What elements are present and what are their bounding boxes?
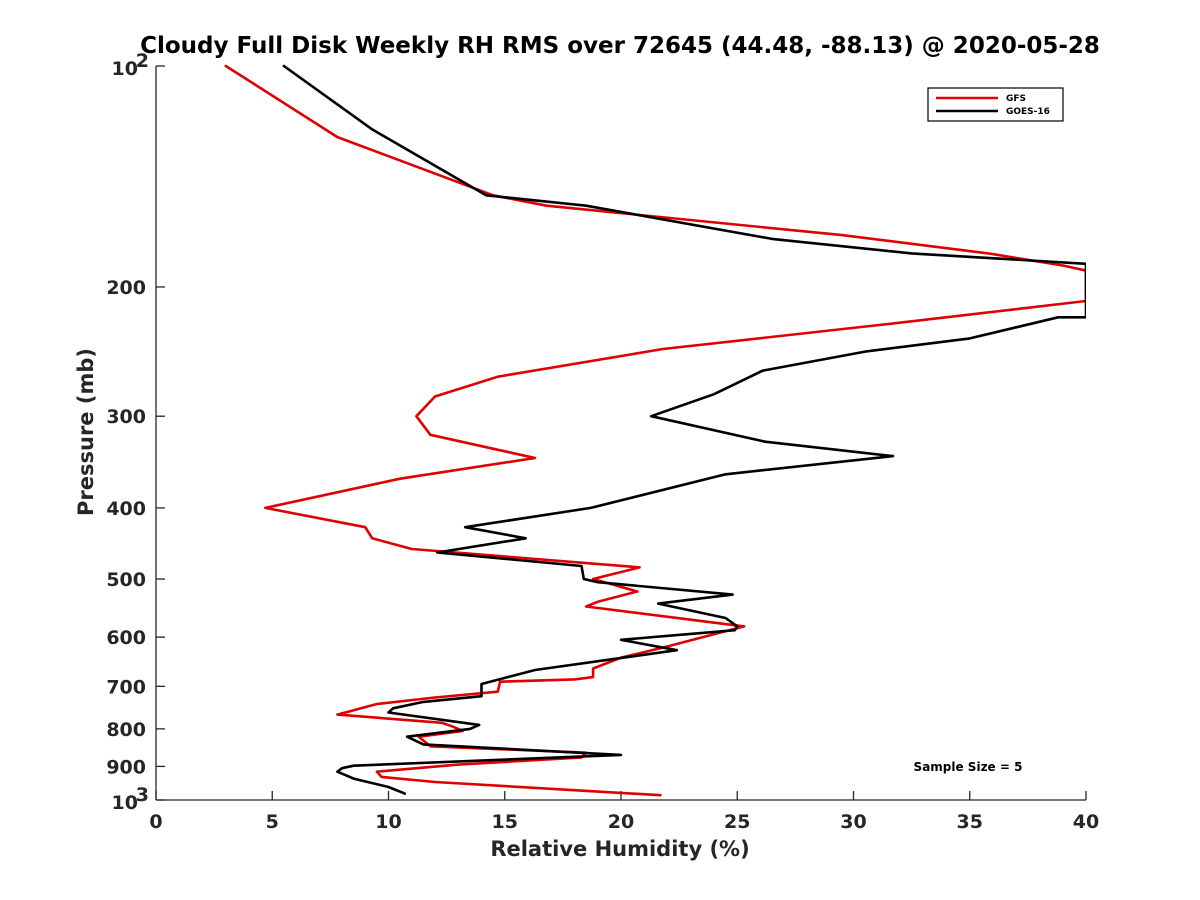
x-axis-label: Relative Humidity (%): [490, 837, 749, 861]
x-tick-label: 10: [375, 811, 401, 833]
y-tick-label: 700: [106, 676, 146, 698]
series-line-gfs: [224, 64, 1086, 797]
legend-box: [927, 87, 1064, 122]
x-tick-label: 5: [266, 811, 279, 833]
plot-area: 0 5 10 15 20 25 30 35 40102200300400500600700800…: [106, 50, 1099, 833]
x-tick-label: 15: [492, 811, 518, 833]
series-line-goes-16: [282, 64, 1086, 795]
x-tick-label: 20: [608, 811, 634, 833]
y-tick-label: 500: [106, 569, 146, 591]
y-tick-exponent: 3: [136, 784, 149, 806]
y-tick-label: 600: [106, 627, 146, 649]
x-tick-label: 35: [957, 811, 983, 833]
y-axis-label: Pressure (mb): [74, 348, 98, 516]
y-tick-label: 10: [112, 792, 138, 814]
y-tick-label: 400: [106, 498, 146, 520]
y-tick-label: 10: [112, 58, 138, 80]
x-tick-label: 40: [1073, 811, 1099, 833]
x-tick-label: 0: [149, 811, 162, 833]
x-tick-label: 25: [724, 811, 750, 833]
y-tick-label: 200: [106, 277, 146, 299]
y-tick-label: 800: [106, 719, 146, 741]
sample-size-annotation: Sample Size = 5: [914, 760, 1023, 774]
legend: GFS GOES-16: [927, 87, 1064, 122]
y-tick-label: 300: [106, 406, 146, 428]
x-tick-label: 30: [840, 811, 866, 833]
legend-label-goes-16: GOES-16: [1006, 107, 1050, 117]
legend-label-gfs: GFS: [1006, 94, 1026, 104]
y-tick-label: 900: [106, 756, 146, 778]
y-tick-exponent: 2: [136, 50, 149, 72]
chart-title: Cloudy Full Disk Weekly RH RMS over 7264…: [140, 33, 1100, 59]
